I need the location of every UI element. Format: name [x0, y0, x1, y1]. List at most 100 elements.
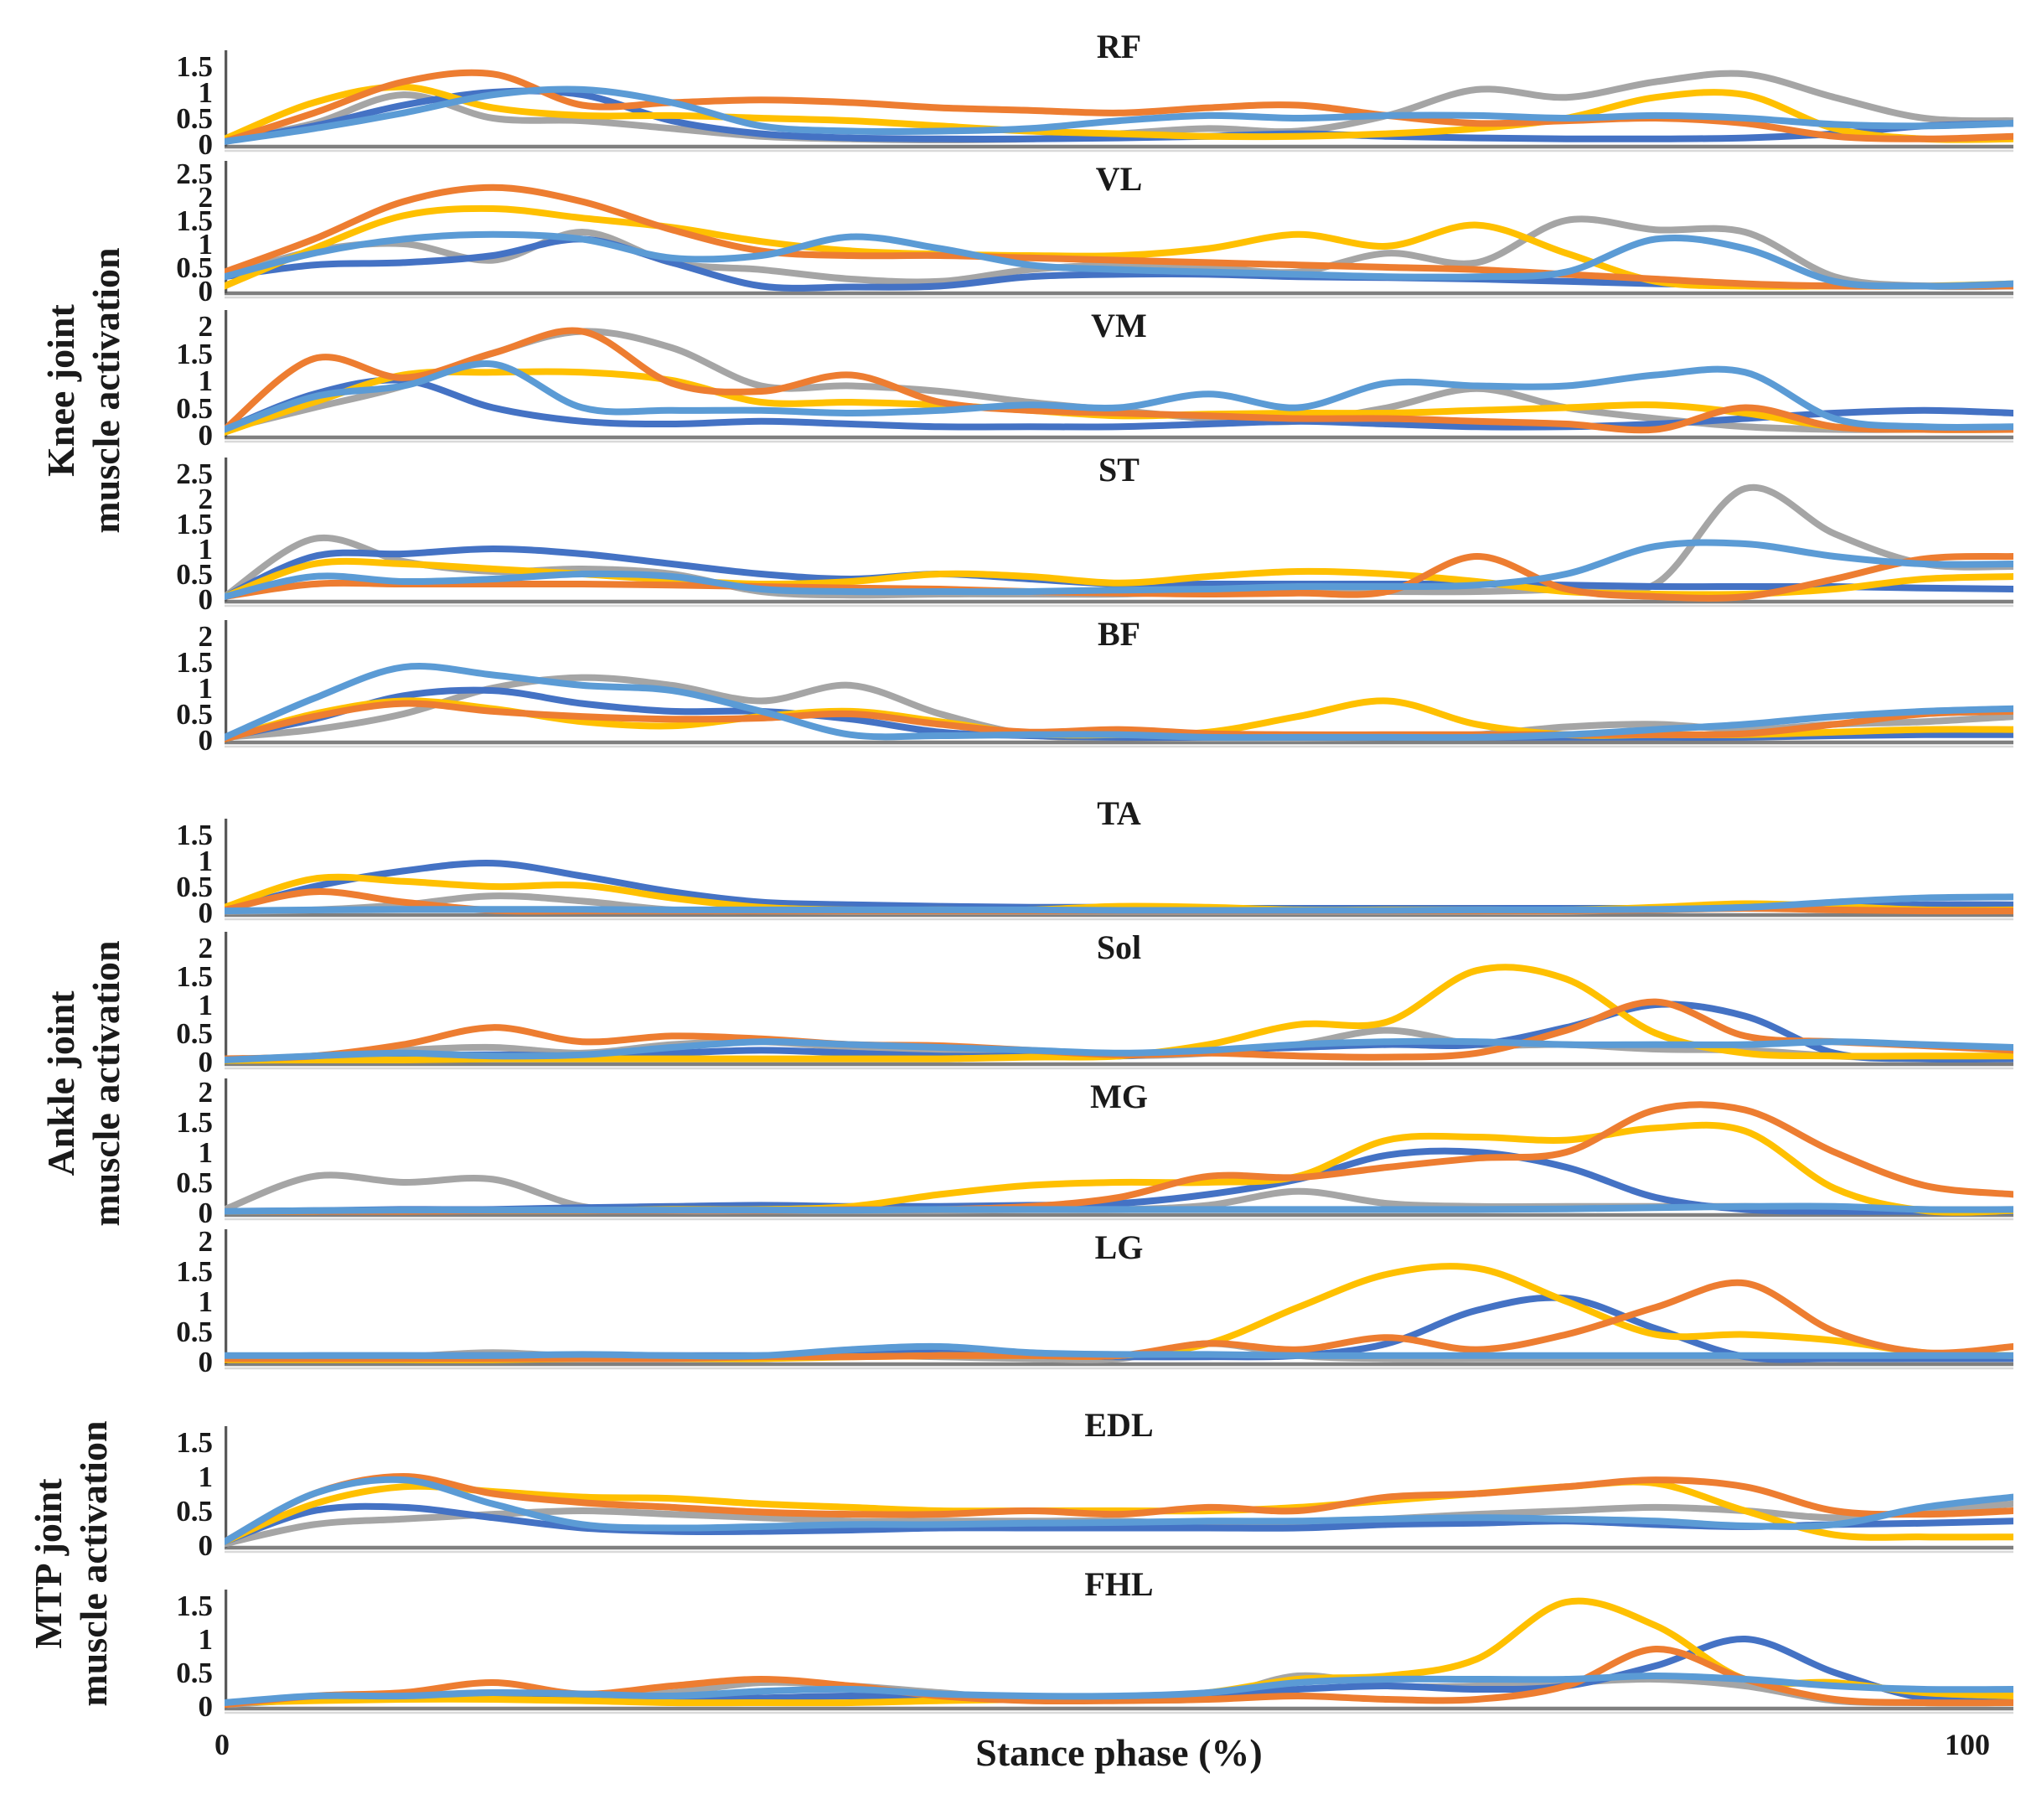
series-line-light-blue: [225, 1037, 2013, 1063]
x-axis-labels-row: 0 Stance phase (%) 100: [214, 1727, 2013, 1786]
series-line-light-blue: [225, 1673, 2013, 1706]
series-line-yellow: [225, 873, 2013, 914]
series-line-light-blue: [225, 359, 2013, 433]
y-tick-label: 0: [198, 419, 214, 452]
series-line-light-blue: [225, 893, 2013, 915]
y-tick-label: 0: [198, 724, 214, 757]
y-tick-label: 1.5: [176, 646, 213, 679]
y-tick-label: 0.5: [176, 1017, 213, 1050]
series-line-orange: [225, 1101, 2013, 1215]
y-tick-label: 0.5: [176, 558, 213, 591]
y-tick-label: 0.5: [176, 871, 213, 903]
series-line-orange: [225, 184, 2013, 290]
y-tick-label: 0: [198, 128, 214, 161]
series-line-yellow: [225, 368, 2013, 436]
panel-title-VM: VM: [1091, 307, 1147, 344]
panel-MG: MG 0 0.5 1 1.5 2: [176, 1075, 2013, 1228]
y-tick-label: 1: [198, 1623, 214, 1656]
panel-title-FHL: FHL: [1084, 1565, 1154, 1603]
y-tick-label: 1: [198, 533, 214, 566]
y-group-label-mtp: MTP joint muscle activation: [26, 1420, 115, 1707]
y-tick-label: 2: [198, 310, 214, 343]
panel-ST: ST 0 0.5 1 1.5 2 2.5: [176, 448, 2013, 614]
y-tick-label: 1.5: [176, 1590, 213, 1622]
x-axis-title: Stance phase (%): [975, 1731, 1263, 1774]
panel-Sol: Sol 0 0.5 1 1.5 2: [176, 926, 2013, 1077]
series-line-light-blue: [225, 663, 2013, 742]
y-tick-label: 2: [198, 620, 214, 653]
y-tick-label: 1: [198, 845, 214, 877]
series-line-yellow: [225, 557, 2013, 600]
y-tick-label: 0.5: [176, 1166, 213, 1199]
panel-title-EDL: EDL: [1084, 1406, 1154, 1444]
y-tick-label: 2.5: [176, 458, 213, 490]
x-tick-label-100: 100: [1945, 1728, 1990, 1761]
y-tick-label: 0: [198, 1346, 214, 1378]
series-line-yellow: [225, 1478, 2013, 1545]
y-tick-label: 0.5: [176, 698, 213, 731]
panel-RF: RF 0 0.5 1 1.5: [176, 25, 2013, 159]
y-tick-label: 1.5: [176, 819, 213, 851]
y-group-label-knee: Knee joint muscle activation: [39, 247, 127, 534]
y-tick-label: 1: [198, 1461, 214, 1493]
y-tick-label: 1: [198, 76, 214, 109]
panel-VM: VM 0 0.5 1 1.5 2: [176, 304, 2013, 450]
y-tick-label: 1.5: [176, 1426, 213, 1459]
series-line-orange: [225, 327, 2013, 434]
panel-VL: VL 0 0.5 1 1.5 2 2.5: [176, 158, 2013, 306]
y-tick-label: 2: [198, 483, 214, 515]
panels-column: RF 0 0.5 1 1.5 VL 0 0.5 1 1.5 2 2.5 VM 0 0.5 1 1.5 2 ST 0 0.…: [176, 0, 2013, 1786]
y-tick-label: 0: [198, 275, 214, 308]
y-tick-label: 1.5: [176, 960, 213, 993]
panel-Sol-plot: [225, 932, 2013, 1070]
panel-title-LG: LG: [1094, 1228, 1144, 1266]
series-line-light-blue: [225, 1202, 2013, 1215]
panel-TA-plot: [225, 819, 2013, 921]
y-tick-label: 0.5: [176, 1495, 213, 1528]
series-line-light-blue: [225, 1342, 2013, 1360]
series-line-orange: [225, 69, 2013, 145]
y-tick-label: 1.5: [176, 508, 213, 540]
panel-title-VL: VL: [1095, 160, 1143, 198]
y-tick-label: 1.5: [176, 1106, 213, 1139]
panel-ST-plot: [225, 458, 2013, 608]
y-tick-label: 1.5: [176, 1255, 213, 1288]
panel-VM-plot: [225, 310, 2013, 443]
y-tick-label: 0.5: [176, 1316, 213, 1348]
panel-EDL-plot: [225, 1426, 2013, 1554]
y-tick-label: 1: [198, 989, 214, 1021]
x-tick-label-0: 0: [214, 1728, 230, 1761]
panel-MG-plot: [225, 1078, 2013, 1221]
y-tick-label: 2.5: [176, 158, 213, 190]
series-line-orange: [225, 1473, 2013, 1545]
panel-LG: LG 0 0.5 1 1.5 2: [176, 1226, 2013, 1377]
y-tick-label: 1: [198, 228, 214, 261]
series-line-yellow: [225, 83, 2013, 143]
y-tick-label: 0: [198, 897, 214, 929]
y-tick-label: 1: [198, 672, 214, 705]
panel-LG-plot: [225, 1229, 2013, 1370]
y-tick-label: 1.5: [176, 337, 213, 370]
y-tick-label: 2: [198, 1225, 214, 1258]
series-line-light-blue: [225, 539, 2013, 600]
y-tick-label: 1: [198, 365, 214, 397]
panel-FHL-plot: [225, 1590, 2013, 1714]
panel-title-BF: BF: [1097, 615, 1141, 653]
y-tick-label: 0.5: [176, 391, 213, 425]
y-tick-label: 2: [198, 181, 214, 214]
y-tick-label: 0.5: [176, 102, 213, 135]
y-tick-label: 0: [198, 1529, 214, 1562]
y-tick-label: 1.5: [176, 50, 213, 83]
panel-title-TA: TA: [1097, 794, 1141, 832]
panel-RF-plot: [225, 50, 2013, 153]
y-tick-label: 1.5: [176, 204, 213, 237]
y-tick-label: 0.5: [176, 251, 213, 284]
panel-VL-plot: [225, 161, 2013, 299]
series-line-orange: [225, 700, 2013, 742]
y-tick-label: 0: [198, 1046, 214, 1078]
panel-BF: BF 0 0.5 1 1.5 2: [176, 613, 2013, 757]
panel-title-RF: RF: [1096, 28, 1142, 65]
series-line-orange: [225, 1645, 2013, 1709]
series-line-light-blue: [225, 1476, 2013, 1545]
